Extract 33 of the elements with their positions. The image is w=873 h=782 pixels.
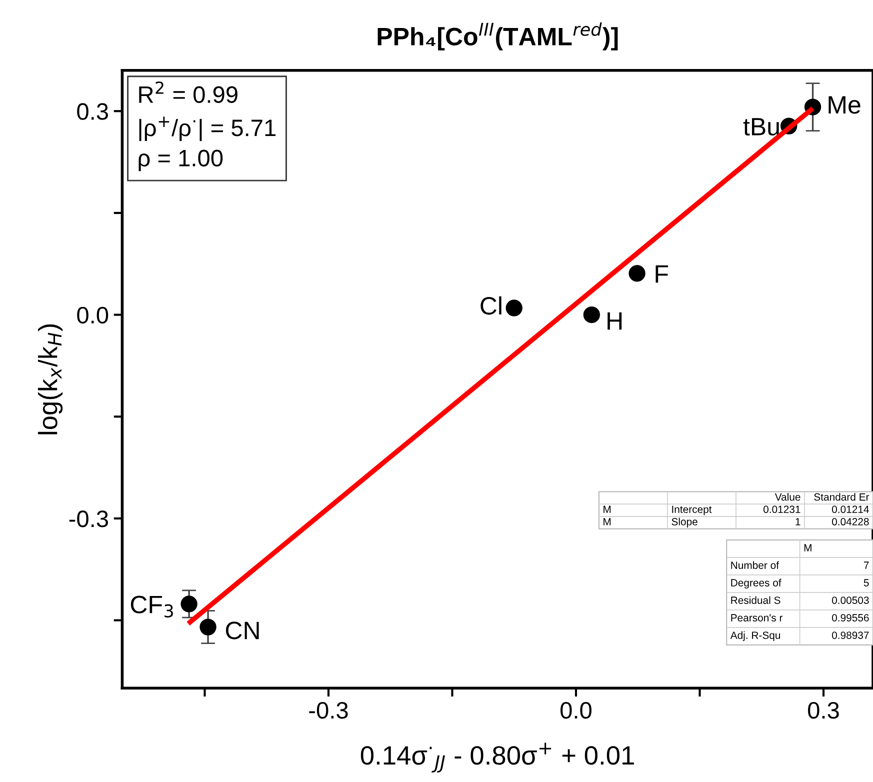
y-tick-label: 0.0: [77, 306, 108, 324]
text: M Intercept 0.01231 0.01214: [604, 506, 869, 516]
annotation: F: [656, 265, 668, 283]
annotation: H: [608, 312, 622, 330]
text: Pearson's r 0.99556: [731, 614, 869, 622]
y-tick-label: 0.3: [77, 103, 108, 120]
annotation: CF$_{3}$: [130, 596, 173, 618]
point: [200, 618, 216, 636]
x-tick-label: -0.3: [309, 702, 348, 719]
annotation: tBu: [743, 118, 779, 136]
text: Adj. R-Squ 0.98937: [730, 631, 869, 642]
annotation: |ρ$^{+}$/ρ$^{·}$| = 5.71: [139, 116, 276, 142]
x-tick-label: 0.0: [560, 702, 592, 719]
annotation: ρ = 1.00: [138, 150, 223, 172]
x-tick-label: 0.3: [808, 702, 839, 719]
annotation: R$^{2}$ = 0.99: [139, 81, 238, 103]
y-axis-title: log(k$_{x}$/k$_{H}$): [38, 324, 63, 434]
text: Residual S 0.00503: [731, 596, 869, 604]
chart-title: PPh₄[Co$^{III}$(TAML$^{red}$)]: [378, 22, 618, 50]
point: [583, 306, 600, 324]
point: [180, 596, 198, 612]
annotation: CN: [226, 622, 259, 640]
x-axis-title: 0.14σ$^{·}$$_{JJ}$ - 0.80σ$^{+}$ + 0.01: [360, 742, 634, 773]
point: [628, 265, 646, 282]
annotation: Cl: [480, 296, 502, 315]
text: Degrees of 5: [731, 578, 869, 589]
annotation: M: [804, 544, 812, 552]
text: Value Standard Er: [774, 493, 870, 501]
annotation: Me: [828, 96, 860, 114]
y-tick-label: -0.3: [69, 510, 108, 528]
text: Number of 7: [731, 561, 869, 569]
text: M Slope 1 0.04228: [604, 518, 869, 528]
point: [506, 300, 522, 316]
